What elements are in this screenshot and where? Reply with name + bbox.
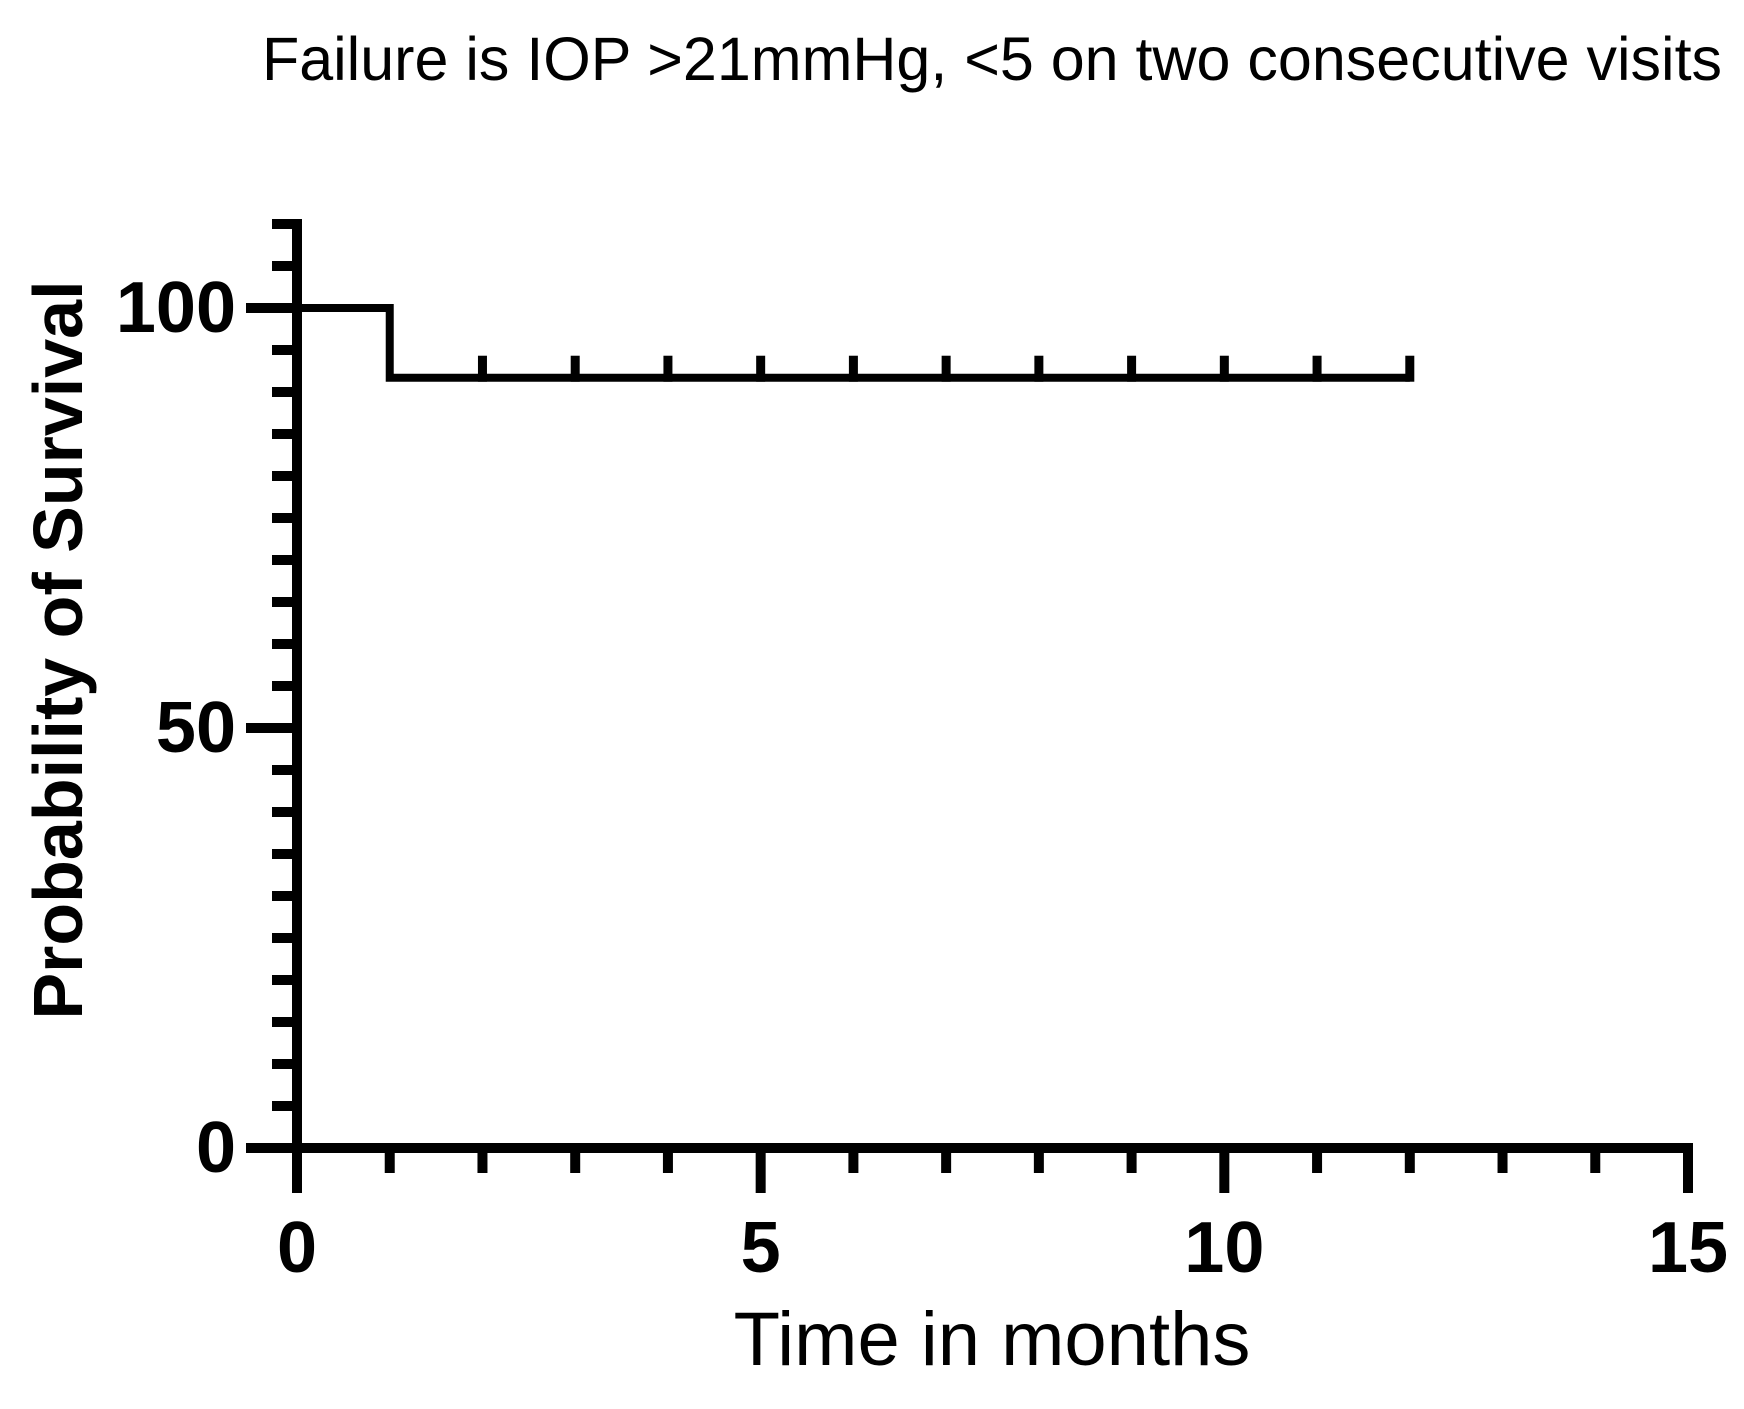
censor-mark xyxy=(941,355,951,382)
y-minor-tick xyxy=(272,1101,297,1111)
y-minor-tick xyxy=(272,807,297,817)
survival-curve xyxy=(297,304,1410,382)
x-tick-label: 0 xyxy=(276,1208,318,1288)
censor-mark xyxy=(1312,355,1322,382)
x-axis-title: Time in months xyxy=(733,1297,1251,1382)
y-minor-tick xyxy=(272,261,297,271)
x-major-tick xyxy=(755,1148,766,1193)
y-minor-tick xyxy=(272,471,297,481)
y-tick-label: 50 xyxy=(155,688,236,768)
y-minor-tick xyxy=(272,639,297,649)
y-minor-tick xyxy=(272,849,297,859)
x-minor-tick xyxy=(570,1148,581,1173)
y-minor-tick xyxy=(272,597,297,607)
y-minor-tick xyxy=(272,387,297,397)
x-axis-spine xyxy=(292,1143,1693,1153)
y-major-tick xyxy=(246,303,297,313)
y-minor-tick xyxy=(272,429,297,439)
y-minor-tick xyxy=(272,681,297,691)
x-minor-tick xyxy=(384,1148,395,1173)
y-tick-label: 100 xyxy=(115,268,236,348)
y-tick-label: 0 xyxy=(195,1108,236,1188)
x-major-tick xyxy=(1683,1148,1693,1193)
chart-title: Failure is IOP >21mmHg, <5 on two consec… xyxy=(261,25,1723,93)
x-minor-tick xyxy=(1312,1148,1323,1173)
y-minor-tick xyxy=(272,513,297,523)
censor-mark xyxy=(1034,355,1044,382)
y-major-tick xyxy=(246,723,297,733)
y-minor-tick xyxy=(272,1059,297,1069)
y-minor-tick xyxy=(272,345,297,355)
y-minor-tick xyxy=(272,975,297,985)
censor-mark xyxy=(477,355,487,382)
y-minor-tick xyxy=(272,219,297,229)
x-minor-tick xyxy=(1497,1148,1508,1173)
censor-mark xyxy=(1405,355,1415,382)
censor-mark xyxy=(756,355,766,382)
censor-mark xyxy=(1127,355,1137,382)
y-minor-tick xyxy=(272,555,297,565)
x-minor-tick xyxy=(848,1148,859,1173)
y-minor-tick xyxy=(272,1017,297,1027)
y-minor-tick xyxy=(272,765,297,775)
x-major-tick xyxy=(1219,1148,1230,1193)
censor-mark xyxy=(848,355,858,382)
x-minor-tick xyxy=(1126,1148,1137,1173)
y-axis-title: Probability of Survival xyxy=(19,280,97,1020)
x-minor-tick xyxy=(1033,1148,1044,1173)
censor-mark xyxy=(663,355,673,382)
y-major-tick xyxy=(246,1143,297,1153)
x-minor-tick xyxy=(477,1148,488,1173)
x-minor-tick xyxy=(1590,1148,1601,1173)
y-minor-tick xyxy=(272,891,297,901)
x-tick-label: 15 xyxy=(1647,1208,1729,1288)
x-minor-tick xyxy=(941,1148,952,1173)
x-minor-tick xyxy=(662,1148,673,1173)
x-tick-label: 5 xyxy=(740,1208,781,1288)
x-major-tick xyxy=(292,1148,302,1193)
x-minor-tick xyxy=(1404,1148,1415,1173)
y-minor-tick xyxy=(272,933,297,943)
censor-mark xyxy=(570,355,580,382)
x-tick-label: 10 xyxy=(1184,1208,1265,1288)
censor-mark xyxy=(1219,355,1229,382)
